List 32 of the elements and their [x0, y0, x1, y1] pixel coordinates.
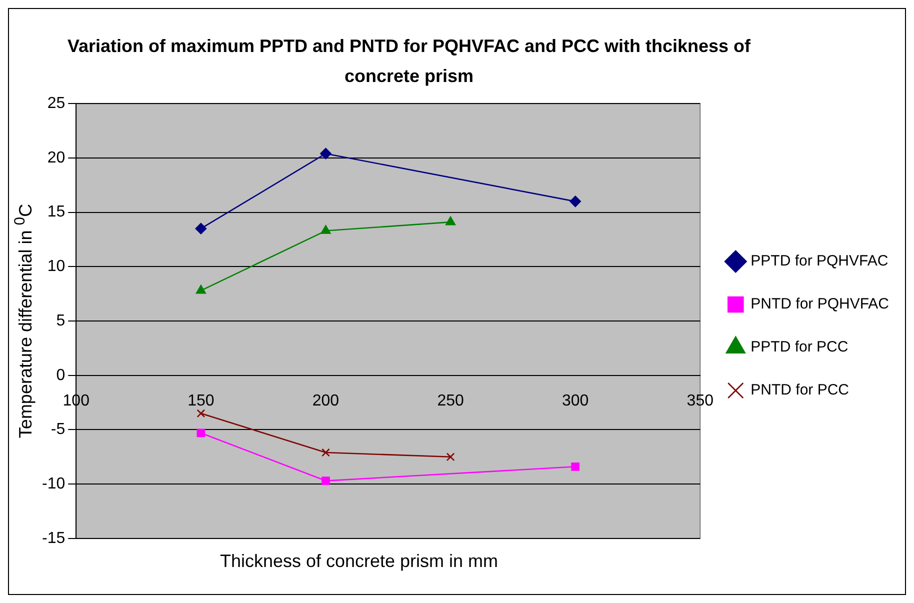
y-tick-label: -10	[42, 475, 66, 492]
y-tick-label: 20	[47, 149, 66, 166]
y-tick-label: 25	[47, 95, 66, 112]
point	[322, 448, 330, 457]
point	[320, 225, 331, 234]
point	[570, 196, 581, 208]
legend-label: PNTD for PQHVFAC	[750, 296, 890, 313]
point	[196, 284, 206, 294]
point	[446, 216, 456, 226]
x-tick-label: 150	[188, 392, 214, 410]
legend-label: PNTD for PCC	[750, 382, 850, 399]
x-axis-title: Thickness of concrete prism in mm	[218, 551, 500, 572]
point	[322, 476, 330, 485]
point	[196, 428, 206, 438]
y-tick-label: 15	[47, 204, 66, 221]
y-tick-label: -15	[42, 530, 66, 547]
legend-label: PPTD for PCC	[750, 338, 848, 356]
point	[446, 452, 455, 462]
point	[195, 222, 207, 234]
x-tick-label: 250	[437, 392, 464, 410]
point	[196, 409, 206, 418]
y-tick-label: 10	[47, 258, 66, 276]
y-tick-label: -5	[50, 421, 66, 438]
legend-label: PPTD for PQHVFAC	[750, 252, 888, 270]
point	[571, 462, 580, 471]
y-tick-label: 5	[56, 312, 66, 330]
x-tick-label: 300	[562, 392, 589, 410]
x-tick-label: 200	[312, 392, 340, 410]
chart-title: Variation of maximum PPTD and PNTD for PQHVFAC and PCC with thcikness of concrete prism	[66, 35, 752, 88]
point	[320, 148, 332, 160]
x-tick-label: 350	[686, 392, 714, 410]
y-tick-label: 0	[56, 366, 66, 384]
